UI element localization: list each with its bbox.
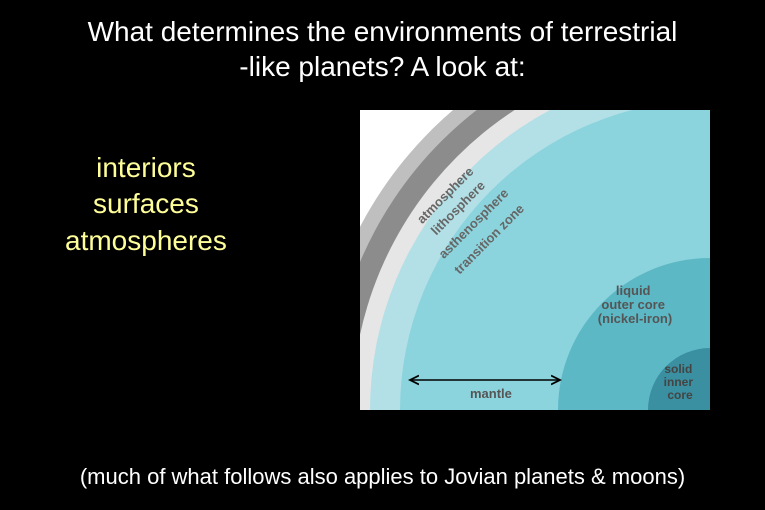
mantle-arrow-label: mantle — [470, 386, 512, 401]
title-line-2: -like planets? A look at: — [40, 49, 725, 84]
topics-list: interiors surfaces atmospheres — [65, 150, 227, 259]
earth-layers-diagram: mantle liquid outer core (nickel-iron) s… — [360, 110, 710, 410]
slide-title: What determines the environments of terr… — [0, 0, 765, 84]
footnote-text: (much of what follows also applies to Jo… — [80, 464, 685, 489]
footnote: (much of what follows also applies to Jo… — [0, 464, 765, 490]
inner-core-label: solid inner core — [664, 362, 697, 402]
topic-atmospheres: atmospheres — [65, 223, 227, 259]
topic-interiors: interiors — [65, 150, 227, 186]
title-line-1: What determines the environments of terr… — [40, 14, 725, 49]
topic-surfaces: surfaces — [65, 186, 227, 222]
diagram-svg: mantle liquid outer core (nickel-iron) s… — [360, 110, 710, 410]
